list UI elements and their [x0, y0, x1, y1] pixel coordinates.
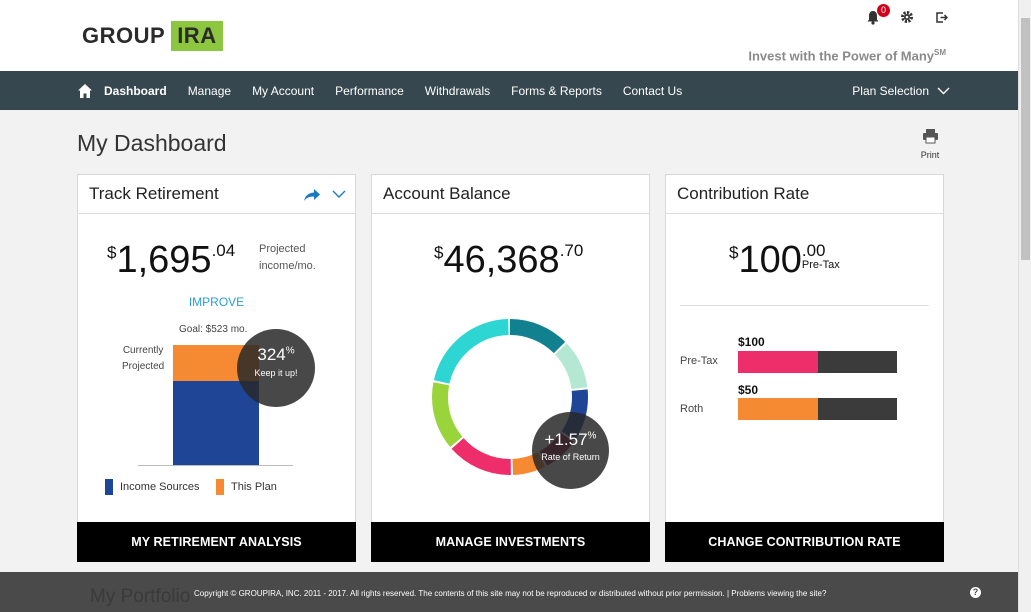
header-icons: 0 [864, 4, 950, 26]
donut-segment [432, 319, 588, 475]
main-nav: Dashboard Manage My Account Performance … [0, 71, 1018, 110]
nav-withdrawals[interactable]: Withdrawals [424, 83, 491, 98]
percent-caption: Keep it up! [254, 368, 298, 378]
pretax-bar [738, 351, 897, 373]
pretax-amount: $100 [738, 335, 765, 349]
contribution-amount: $100 .00 Pre-Tax [729, 239, 840, 281]
percent-value: 324 [257, 345, 286, 364]
track-retirement-card: Track Retirement $1,695.04 Projected inc… [77, 174, 356, 562]
pretax-bar-fill [738, 351, 818, 373]
page-title: My Dashboard [77, 130, 227, 156]
return-value: +1.57 [544, 430, 588, 449]
card-header: Track Retirement [78, 175, 355, 214]
roth-amount: $50 [738, 383, 759, 397]
improve-link[interactable]: IMPROVE [188, 295, 245, 309]
my-retirement-analysis-button[interactable]: MY RETIREMENT ANALYSIS [77, 522, 356, 562]
legend-this-plan: This Plan [216, 479, 277, 495]
currently-projected-label: Currently Projected [122, 345, 165, 372]
notification-badge: 0 [877, 4, 890, 17]
chart-baseline [138, 465, 293, 466]
account-balance-card: Account Balance $46,368.70 +1.57% Rate o… [371, 174, 650, 562]
nav-contact-us[interactable]: Contact Us [622, 83, 683, 98]
plan-selection-label: Plan Selection [852, 84, 929, 98]
manage-investments-button[interactable]: MANAGE INVESTMENTS [371, 522, 650, 562]
bell-icon[interactable]: 0 [864, 4, 890, 26]
nav-forms-reports[interactable]: Forms & Reports [511, 83, 602, 98]
projected-income-amount: $1,695.04 [107, 239, 236, 281]
nav-my-account[interactable]: My Account [252, 83, 315, 98]
groupira-logo[interactable]: GROUP IRA [82, 20, 223, 52]
projected-income-label: Projected income/mo. [259, 243, 316, 272]
legend-swatch [105, 479, 113, 495]
gear-icon[interactable] [898, 8, 916, 26]
card-header: Account Balance [372, 175, 649, 214]
donut-segment [432, 319, 588, 475]
copyright-text[interactable]: Copyright © GROUPIRA, INC. 2011 - 2017. … [194, 589, 827, 598]
scrollbar-thumb[interactable] [1021, 18, 1030, 260]
chevron-down-icon [937, 87, 950, 95]
my-portfolio-heading: My Portfolio [90, 586, 191, 607]
site-header: GROUP IRA 0 Invest with the Power of Man… [0, 0, 1018, 71]
legend-income-sources: Income Sources [105, 479, 199, 495]
nav-performance[interactable]: Performance [335, 83, 404, 98]
legend-swatch [216, 479, 224, 495]
roth-label: Roth [680, 403, 704, 415]
contribution-rate-card: Contribution Rate $100 .00 Pre-Tax $100 … [665, 174, 944, 562]
plan-selection-dropdown[interactable]: Plan Selection [852, 84, 950, 98]
allocation-donut-chart [432, 319, 588, 475]
card-title: Track Retirement [89, 184, 219, 203]
roth-bar [738, 398, 897, 420]
print-button[interactable]: Print [914, 128, 946, 160]
printer-icon [922, 129, 938, 144]
account-balance-amount: $46,368.70 [434, 239, 584, 281]
change-contribution-rate-button[interactable]: CHANGE CONTRIBUTION RATE [665, 522, 944, 562]
home-icon[interactable] [77, 83, 93, 99]
projected-percent-circle: 324% Keep it up! [237, 329, 315, 407]
print-label: Print [920, 150, 940, 160]
donut-segment [432, 319, 588, 475]
share-arrow-icon[interactable] [303, 188, 321, 202]
chevron-down-icon[interactable] [332, 190, 346, 199]
tagline: Invest with the Power of ManySM [748, 48, 946, 64]
roth-bar-fill [738, 398, 818, 420]
logout-icon[interactable] [932, 8, 950, 26]
rate-of-return-circle: +1.57% Rate of Return [532, 412, 609, 489]
contribution-type-label: Pre-Tax [801, 259, 840, 271]
income-sources-bar [173, 381, 259, 465]
page-scrollbar[interactable] [1018, 0, 1031, 612]
pretax-label: Pre-Tax [680, 355, 718, 367]
nav-manage[interactable]: Manage [187, 83, 232, 98]
nav-dashboard[interactable]: Dashboard [104, 83, 167, 98]
return-caption: Rate of Return [541, 452, 600, 462]
card-title: Contribution Rate [677, 184, 810, 203]
card-header: Contribution Rate [666, 175, 943, 214]
divider [680, 305, 929, 306]
site-footer: My Portfolio Copyright © GROUPIRA, INC. … [0, 572, 1018, 612]
card-title: Account Balance [383, 184, 511, 203]
goal-label: Goal: $523 mo. [179, 324, 248, 335]
donut-segment [432, 319, 588, 475]
help-icon[interactable]: ? [970, 587, 981, 598]
